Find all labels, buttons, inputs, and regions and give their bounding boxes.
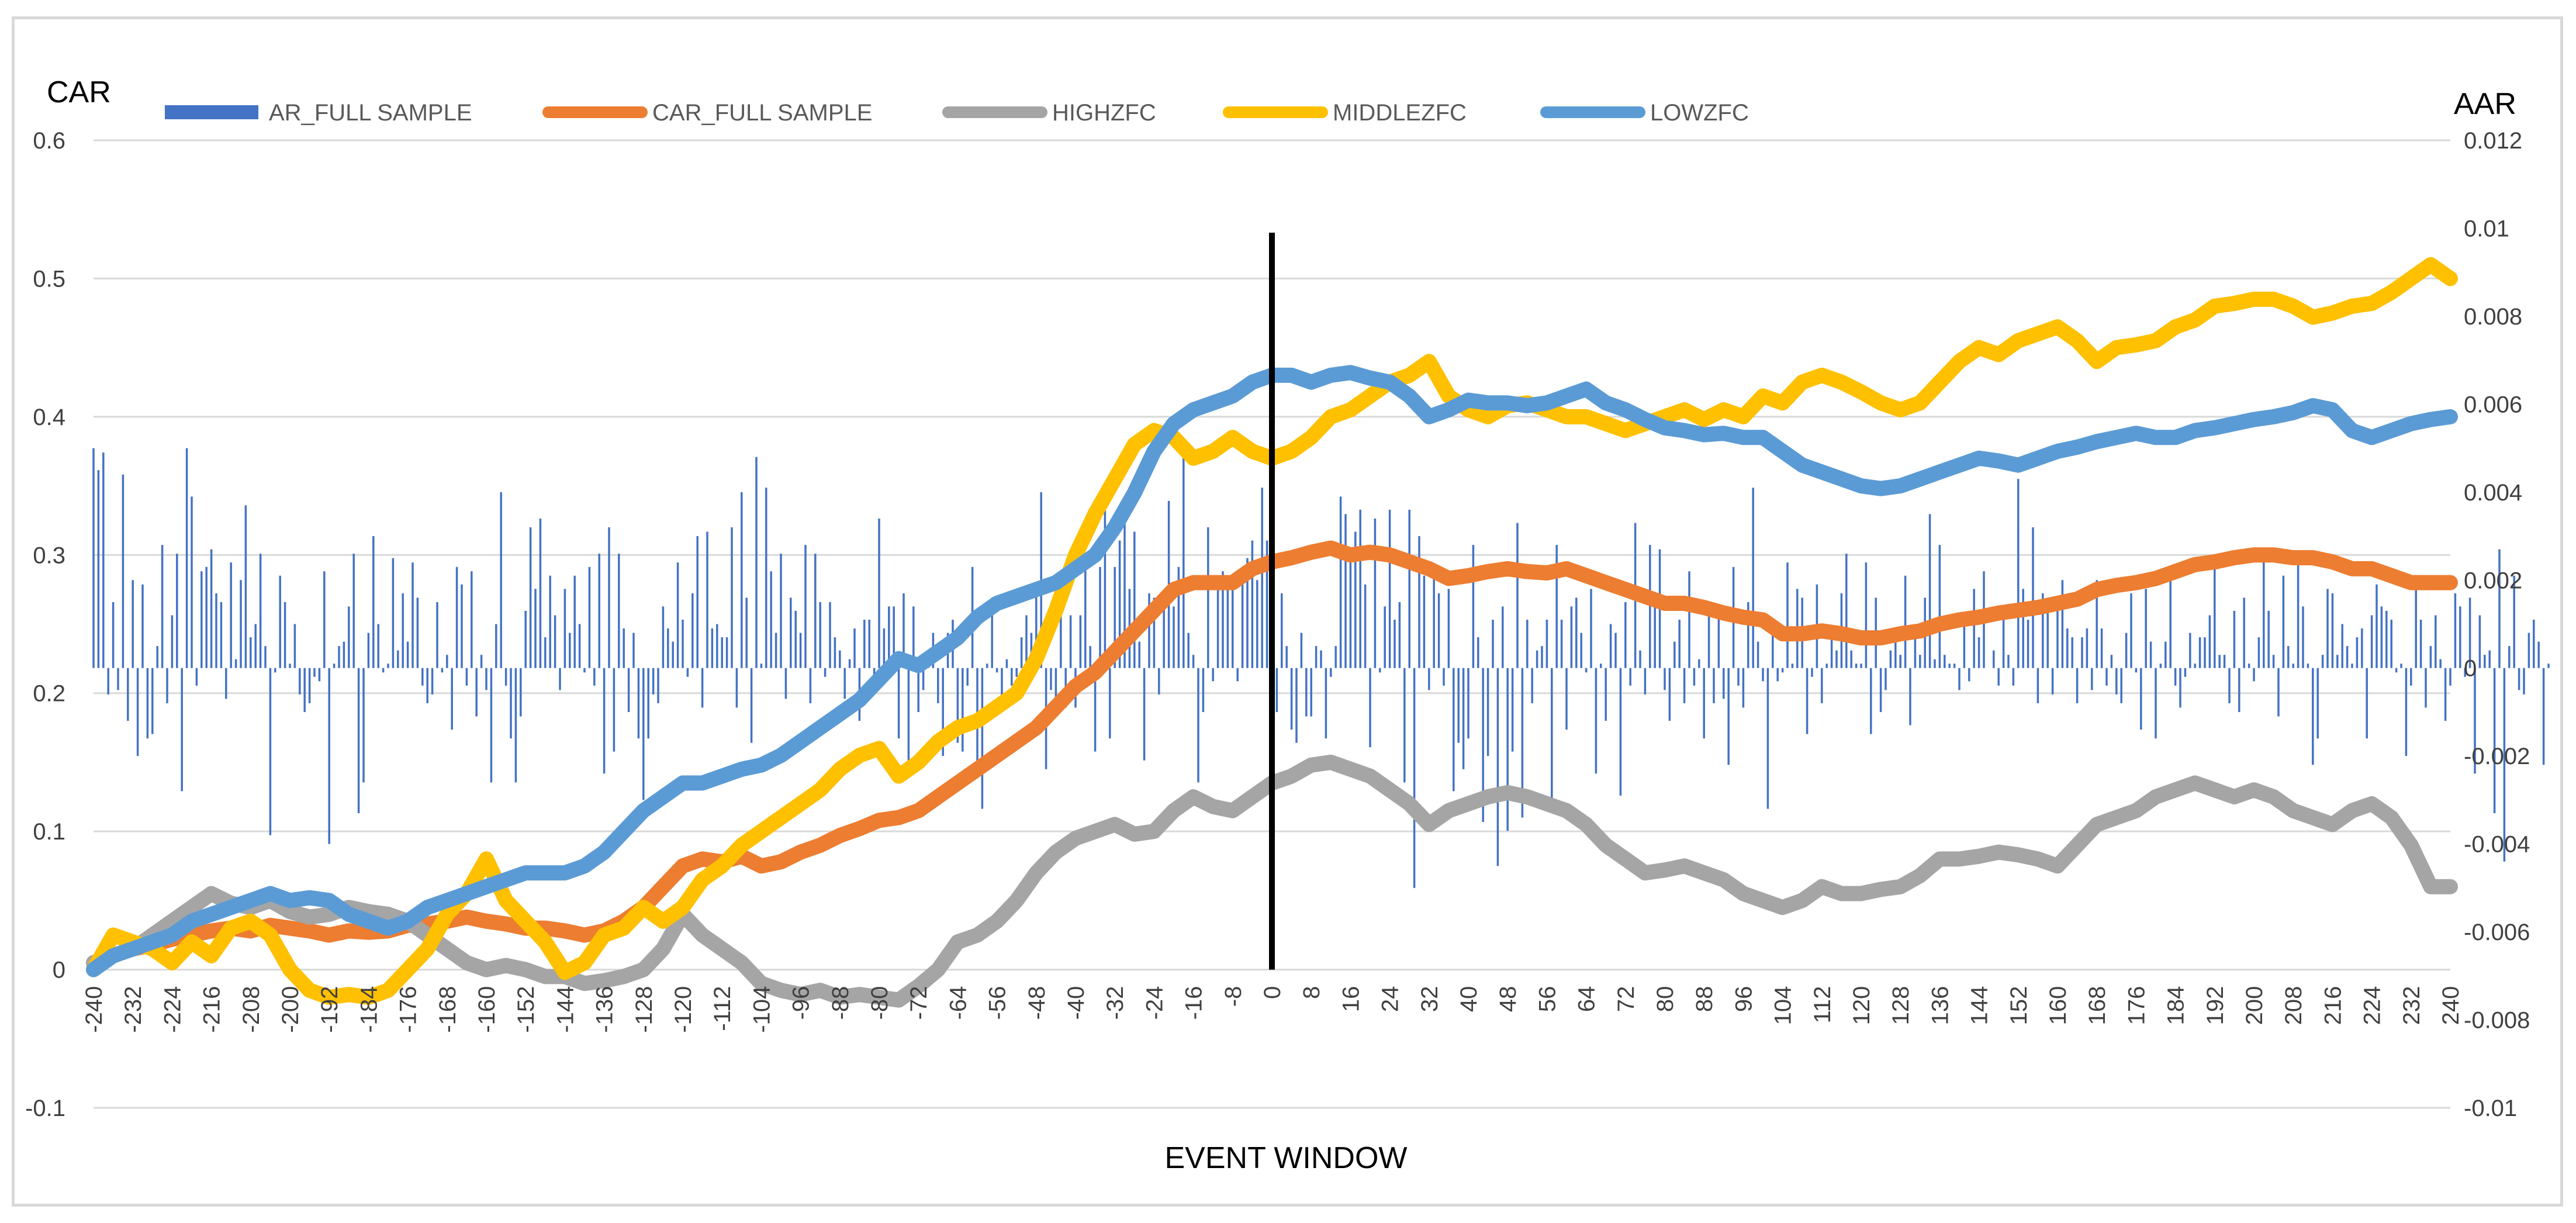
x-tick-label: -168 xyxy=(435,986,461,1033)
x-tick-label: 40 xyxy=(1456,986,1482,1013)
x-tick-label: 176 xyxy=(2124,986,2149,1025)
x-tick-label: 56 xyxy=(1534,986,1560,1013)
x-tick-label: 120 xyxy=(1849,986,1875,1025)
right-tick-label: 0.01 xyxy=(2464,216,2509,241)
x-tick-label: -152 xyxy=(513,986,539,1033)
x-tick-label: 48 xyxy=(1495,986,1521,1013)
legend: AR_FULL SAMPLE CAR_FULL SAMPLE HIGHZFC MIDD… xyxy=(165,100,1749,126)
legend-swatch xyxy=(165,105,258,119)
x-tick-label: 104 xyxy=(1771,986,1796,1025)
x-tick-label: 112 xyxy=(1810,986,1835,1024)
x-tick-label: -240 xyxy=(81,986,107,1033)
x-tick-label: 128 xyxy=(1888,986,1914,1025)
x-tick-label: -48 xyxy=(1024,986,1050,1020)
right-tick-label: 0.012 xyxy=(2464,128,2522,154)
x-tick-label: 72 xyxy=(1613,986,1639,1013)
left-tick-label: 0.1 xyxy=(33,819,65,845)
right-axis-title: AAR xyxy=(2454,87,2516,121)
x-tick-label: 144 xyxy=(1967,986,1993,1025)
right-tick-label: -0.008 xyxy=(2464,1008,2530,1034)
legend-label: MIDDLEZFC xyxy=(1333,100,1467,126)
left-axis-title: CAR xyxy=(47,75,111,109)
x-tick-label: -144 xyxy=(552,986,578,1033)
x-tick-label: 160 xyxy=(2045,986,2071,1025)
x-tick-label: 200 xyxy=(2242,986,2267,1025)
x-tick-label: -64 xyxy=(945,986,971,1020)
x-tick-label: -16 xyxy=(1181,986,1207,1020)
x-tick-label: -32 xyxy=(1102,986,1128,1020)
x-tick-label: -40 xyxy=(1063,986,1089,1020)
x-tick-label: 184 xyxy=(2163,986,2189,1025)
legend-label: HIGHZFC xyxy=(1052,100,1156,126)
x-tick-label: 168 xyxy=(2084,986,2110,1025)
x-tick-label: -112 xyxy=(710,986,735,1031)
x-tick-label: -136 xyxy=(592,986,618,1033)
x-tick-label: 192 xyxy=(2202,986,2228,1025)
right-tick-label: 0.002 xyxy=(2464,568,2522,593)
right-tick-label: 0.008 xyxy=(2464,304,2522,330)
x-tick-label: 88 xyxy=(1692,986,1717,1013)
x-tick-label: -232 xyxy=(120,986,146,1033)
right-tick-label: 0.006 xyxy=(2464,392,2522,417)
ar-bars xyxy=(92,444,2550,888)
x-tick-label: 64 xyxy=(1574,986,1600,1013)
left-tick-label: 0.3 xyxy=(33,543,65,568)
left-tick-label: 0.4 xyxy=(33,405,65,430)
x-tick-label: -216 xyxy=(199,986,225,1033)
x-tick-label: 80 xyxy=(1652,986,1678,1013)
x-tick-label: -160 xyxy=(474,986,500,1033)
x-tick-label: -56 xyxy=(985,986,1011,1020)
legend-label: CAR_FULL SAMPLE xyxy=(652,100,872,126)
x-tick-label: -120 xyxy=(670,986,696,1033)
x-tick-label: -176 xyxy=(396,986,421,1033)
right-tick-label: -0.006 xyxy=(2464,920,2530,945)
x-tick-label: 136 xyxy=(1927,986,1953,1025)
legend-label: LOWZFC xyxy=(1650,100,1749,126)
x-tick-label: -208 xyxy=(238,986,264,1033)
right-tick-label: -0.01 xyxy=(2464,1096,2517,1121)
x-axis: -240 -232 -224 -216 -208 -200 -192 -184 -176 -168… xyxy=(81,986,2464,1033)
right-tick-label: -0.004 xyxy=(2464,832,2530,858)
left-tick-label: 0.5 xyxy=(33,266,65,292)
x-tick-label: -192 xyxy=(317,986,343,1033)
x-tick-label: -72 xyxy=(906,986,932,1020)
x-tick-label: 8 xyxy=(1299,986,1325,999)
x-tick-label: 232 xyxy=(2399,986,2425,1025)
x-tick-label: -8 xyxy=(1220,986,1246,1007)
x-tick-label: -104 xyxy=(749,986,774,1033)
x-tick-label: 152 xyxy=(2006,986,2032,1025)
right-tick-label: 0 xyxy=(2464,656,2477,682)
x-tick-label: 208 xyxy=(2281,986,2307,1025)
x-tick-label: -128 xyxy=(631,986,657,1033)
left-tick-label: 0.6 xyxy=(33,128,65,154)
x-tick-label: -224 xyxy=(160,986,185,1033)
x-tick-label: 216 xyxy=(2320,986,2346,1025)
right-tick-label: -0.002 xyxy=(2464,744,2530,769)
x-tick-label: 16 xyxy=(1338,986,1364,1013)
x-tick-label: 24 xyxy=(1378,986,1403,1013)
x-tick-label: -24 xyxy=(1142,986,1167,1020)
x-tick-label: -88 xyxy=(828,986,853,1020)
x-tick-label: 32 xyxy=(1417,986,1443,1013)
x-tick-label: -96 xyxy=(789,986,814,1020)
x-tick-label: -80 xyxy=(867,986,893,1020)
legend-label: AR_FULL SAMPLE xyxy=(269,100,472,126)
left-tick-label: -0.1 xyxy=(25,1096,65,1121)
left-tick-label: 0.2 xyxy=(33,681,65,707)
right-axis: -0.01 -0.008 -0.006 -0.004 -0.002 0 0.002 0.004… xyxy=(2464,128,2530,1121)
x-axis-title: EVENT WINDOW xyxy=(1164,1141,1407,1175)
left-tick-label: 0 xyxy=(53,958,65,983)
x-tick-label: 0 xyxy=(1260,986,1285,999)
x-tick-label: -184 xyxy=(356,986,382,1033)
x-tick-label: 240 xyxy=(2438,986,2464,1025)
x-tick-label: -200 xyxy=(278,986,303,1033)
x-tick-label: 224 xyxy=(2360,986,2385,1025)
left-axis: -0.1 0 0.1 0.2 0.3 0.4 0.5 0.6 xyxy=(25,128,65,1121)
right-tick-label: 0.004 xyxy=(2464,480,2522,506)
x-tick-label: 96 xyxy=(1731,986,1756,1013)
